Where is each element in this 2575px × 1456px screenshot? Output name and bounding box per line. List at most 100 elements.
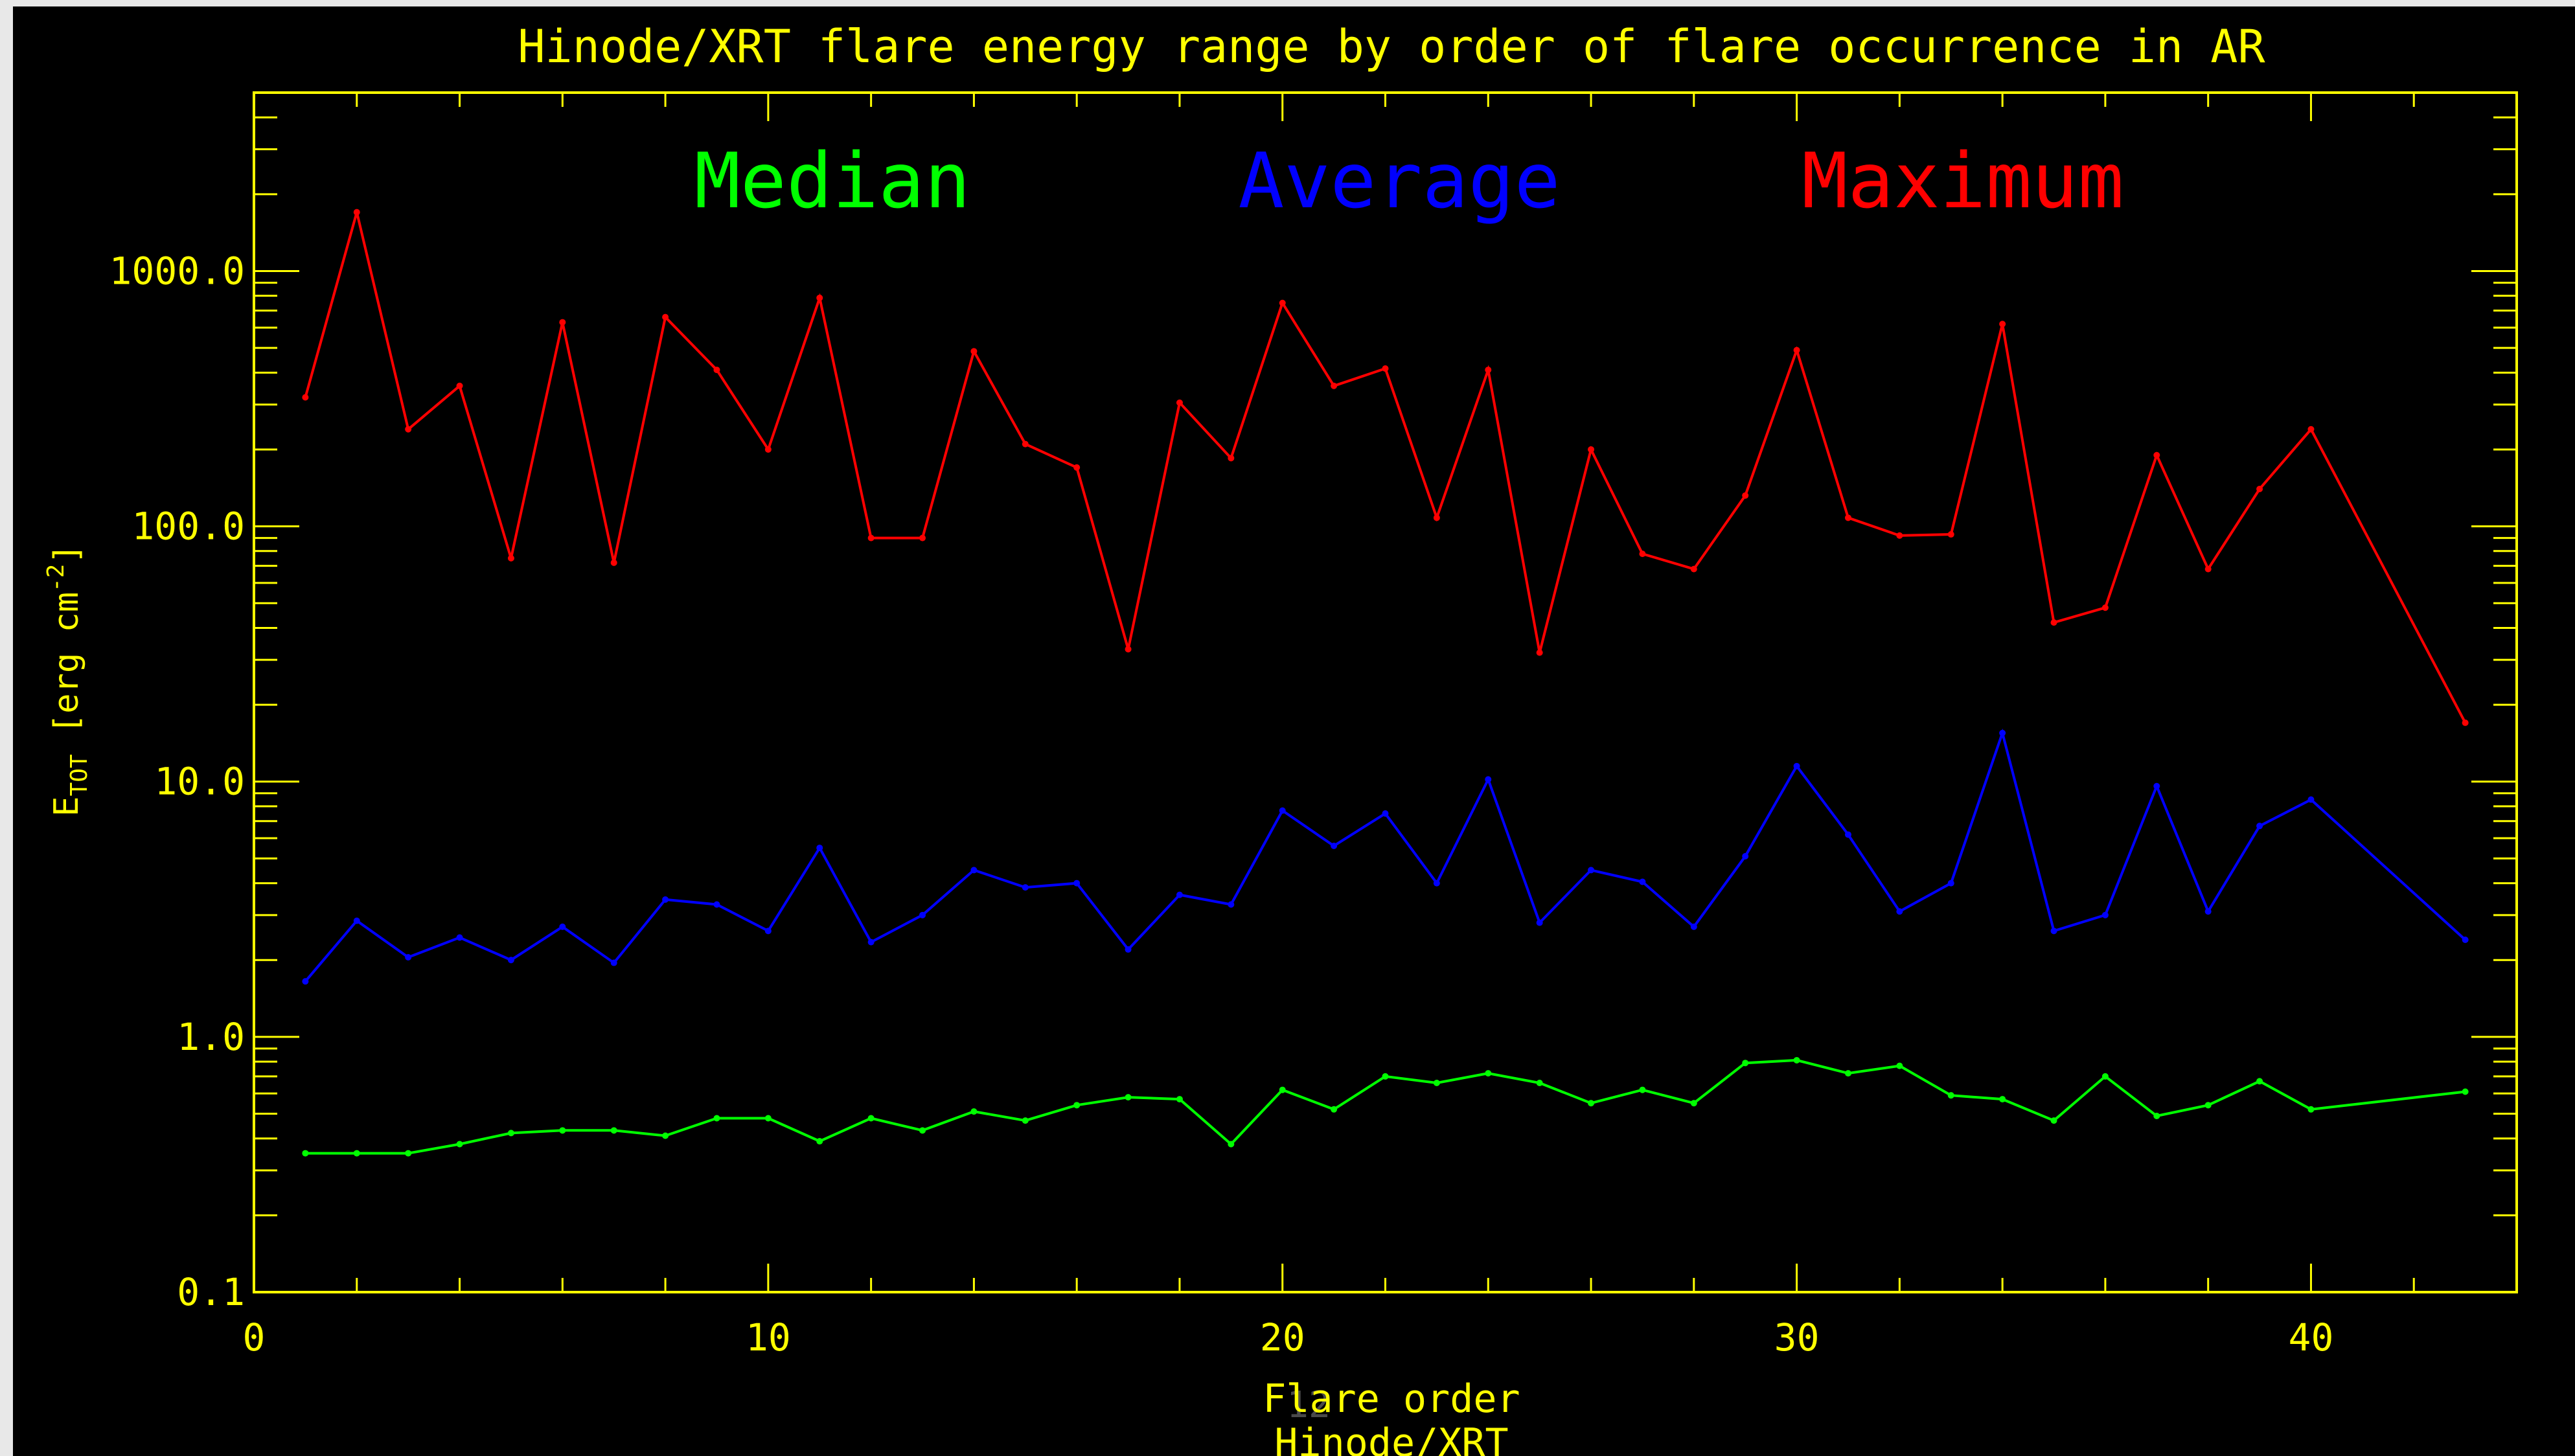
data-point-average	[2050, 927, 2057, 935]
data-point-maximum	[2204, 565, 2212, 573]
data-point-maximum	[1742, 492, 1749, 499]
data-point-average	[353, 917, 360, 924]
axis-ticks	[253, 91, 2518, 1293]
series-average	[302, 728, 2469, 985]
data-point-median	[662, 1132, 669, 1139]
data-point-median	[713, 1115, 720, 1122]
data-point-average	[919, 911, 926, 918]
data-point-maximum	[816, 294, 823, 301]
data-point-maximum	[302, 394, 309, 401]
data-point-average	[713, 901, 720, 908]
y-axis-label-unit-close: ]	[47, 543, 86, 563]
data-point-maximum	[1844, 514, 1851, 521]
series-median	[302, 1056, 2469, 1157]
data-point-median	[1639, 1086, 1646, 1093]
data-point-average	[2153, 782, 2160, 790]
data-point-average	[1382, 810, 1389, 817]
data-point-median	[1588, 1100, 1595, 1107]
data-point-median	[1382, 1073, 1389, 1080]
data-point-maximum	[1073, 464, 1081, 471]
x-tick-label: 30	[1774, 1315, 1820, 1359]
data-point-average	[816, 845, 823, 852]
data-point-average	[1844, 831, 1851, 838]
data-point-average	[1896, 908, 1903, 915]
data-point-median	[1793, 1056, 1800, 1064]
data-point-median	[1176, 1096, 1183, 1103]
data-point-average	[1125, 946, 1132, 953]
data-point-average	[456, 934, 463, 941]
data-point-maximum	[1896, 532, 1903, 539]
data-point-median	[302, 1150, 309, 1157]
data-point-maximum	[1125, 646, 1132, 653]
data-point-median	[1331, 1106, 1338, 1113]
data-point-median	[2307, 1106, 2315, 1113]
data-point-average	[559, 923, 566, 930]
x-tick-label: 0	[243, 1315, 266, 1359]
y-tick-label: 10.0	[154, 760, 245, 804]
data-point-median	[2204, 1102, 2212, 1109]
legend: Median Average Maximum	[694, 136, 2124, 225]
series-line-maximum	[304, 212, 2467, 723]
data-point-average	[2101, 911, 2109, 918]
data-point-average	[1793, 762, 1800, 769]
x-axis-label: Flare order	[1263, 1376, 1520, 1422]
data-point-maximum	[1022, 440, 1029, 448]
data-point-median	[1125, 1094, 1132, 1101]
legend-label-maximum: Maximum	[1802, 136, 2123, 225]
data-point-average	[1588, 867, 1595, 874]
data-point-median	[1536, 1079, 1543, 1086]
watermark-text: 12	[1287, 1384, 1330, 1426]
data-point-maximum	[507, 554, 514, 562]
data-point-average	[1639, 878, 1646, 885]
data-point-maximum	[559, 319, 566, 326]
data-point-median	[456, 1141, 463, 1148]
data-point-average	[970, 867, 978, 874]
data-point-median	[353, 1150, 360, 1157]
y-tick-labels: 0.1 1.0 10.0 100.0 1000.0	[109, 249, 245, 1314]
data-point-median	[1433, 1079, 1440, 1086]
data-point-maximum	[919, 534, 926, 541]
data-point-median	[2050, 1117, 2057, 1124]
data-point-maximum	[713, 367, 720, 374]
data-point-median	[919, 1127, 926, 1134]
data-point-maximum	[1947, 531, 1954, 538]
data-point-median	[1279, 1086, 1286, 1093]
data-point-average	[2204, 908, 2212, 915]
data-point-average	[1176, 891, 1183, 898]
data-point-average	[2256, 823, 2263, 830]
x-tick-labels: 0 10 20 30 40	[243, 1315, 2334, 1359]
data-point-median	[1073, 1102, 1081, 1109]
data-point-maximum	[353, 209, 360, 216]
series-line-average	[304, 728, 2466, 983]
series-layer	[302, 209, 2469, 1157]
data-point-median	[1844, 1070, 1851, 1077]
data-point-maximum	[2153, 451, 2160, 459]
y-tick-label: 1.0	[177, 1015, 245, 1059]
data-point-maximum	[1382, 365, 1389, 372]
data-point-median	[1947, 1092, 1954, 1099]
data-point-median	[1485, 1070, 1492, 1077]
y-tick-label: 1000.0	[109, 249, 245, 293]
data-point-maximum	[2256, 486, 2263, 493]
data-point-average	[405, 953, 412, 961]
data-point-maximum	[2307, 426, 2315, 433]
data-point-median	[1896, 1062, 1903, 1069]
data-point-average	[1228, 901, 1235, 908]
data-point-maximum	[1536, 649, 1543, 656]
x-axis-sublabel: Hinode/XRT	[1274, 1420, 1508, 1456]
data-point-average	[507, 957, 514, 964]
data-point-maximum	[1433, 514, 1440, 521]
data-point-maximum	[1331, 382, 1338, 389]
data-point-maximum	[1639, 551, 1646, 558]
y-axis-label-sub: TOT	[66, 754, 93, 796]
data-point-average	[1690, 923, 1697, 930]
data-point-maximum	[1279, 299, 1286, 306]
x-tick-label: 20	[1260, 1315, 1305, 1359]
data-point-maximum	[1793, 347, 1800, 354]
data-point-maximum	[1588, 446, 1595, 453]
data-point-maximum	[2101, 604, 2109, 611]
chart-title: Hinode/XRT flare energy range by order o…	[518, 20, 2265, 73]
data-point-maximum	[2050, 619, 2057, 626]
data-point-average	[1279, 807, 1286, 814]
y-tick-label: 0.1	[177, 1270, 245, 1314]
